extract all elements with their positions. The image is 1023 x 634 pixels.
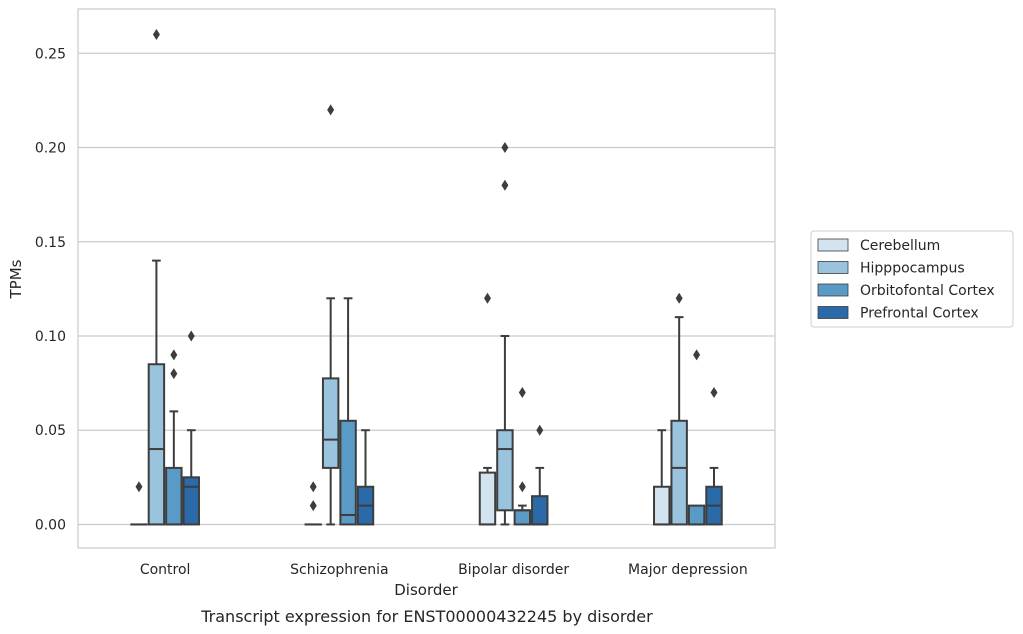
box-body: [478, 471, 497, 526]
plot-frame: [77, 8, 776, 549]
x-tick-label: Major depression: [628, 562, 748, 578]
box-body: [496, 429, 514, 512]
box-cerebellum: [478, 292, 497, 526]
box-body: [182, 476, 200, 526]
outlier-point: [501, 179, 509, 191]
y-tick-labels: 0.00 0.05 0.10 0.15 0.20 0.25: [35, 46, 66, 533]
box-hipppocampus: [496, 142, 514, 526]
box-layer: [130, 28, 723, 526]
legend-label: Prefrontal Cortex: [860, 306, 979, 322]
y-tick-label: 0.00: [35, 517, 66, 533]
y-tick-label: 0.25: [35, 46, 66, 62]
outlier-point: [483, 292, 491, 304]
figure-caption: Transcript expression for ENST0000043224…: [200, 607, 653, 626]
box-prefrontal-cortex: [356, 429, 375, 526]
box-hipppocampus: [670, 292, 688, 526]
legend-label: Cerebellum: [860, 238, 940, 254]
y-tick-label: 0.10: [35, 329, 66, 345]
y-tick-label: 0.15: [35, 235, 66, 251]
outlier-point: [309, 481, 317, 493]
box-body: [339, 419, 357, 526]
outlier-point: [309, 500, 317, 512]
box-hipppocampus: [147, 28, 166, 526]
outlier-point: [170, 368, 178, 380]
box-orbitofontal-cortex: [339, 297, 357, 526]
plot-area: [78, 9, 775, 548]
legend-swatch: [817, 306, 849, 319]
outlier-point: [135, 481, 143, 493]
box-prefrontal-cortex: [705, 387, 723, 526]
legend-swatch: [817, 261, 849, 274]
x-tick-label: Schizophrenia: [290, 562, 388, 578]
y-tick-label: 0.05: [35, 423, 66, 439]
box-cerebellum: [653, 429, 671, 526]
legend-swatch: [817, 238, 849, 252]
legend-swatch: [817, 283, 849, 297]
legend-label: Hipppocampus: [860, 261, 965, 277]
box-orbitofontal-cortex: [165, 349, 183, 526]
box-body: [687, 504, 706, 526]
outlier-point: [536, 424, 544, 436]
outlier-point: [187, 330, 195, 342]
box-body: [321, 377, 340, 469]
y-tick-label: 0.20: [35, 141, 66, 157]
box-body: [165, 466, 183, 526]
outlier-point: [518, 481, 526, 493]
box-cerebellum: [304, 481, 322, 526]
outlier-point: [170, 349, 178, 361]
x-axis-label: Disorder: [394, 581, 458, 599]
outlier-point: [693, 349, 701, 361]
box-body: [653, 485, 671, 526]
box-orbitofontal-cortex: [513, 387, 532, 526]
box-orbitofontal-cortex: [687, 349, 706, 526]
outlier-point: [501, 142, 509, 154]
box-cerebellum: [130, 481, 148, 526]
outlier-point: [710, 387, 718, 399]
box-body: [670, 419, 688, 526]
x-tick-label: Bipolar disorder: [458, 562, 569, 578]
x-tick-label: Control: [140, 562, 191, 578]
legend-label: Orbitofontal Cortex: [860, 283, 995, 299]
y-axis-label: TPMs: [7, 259, 25, 299]
outlier-point: [675, 292, 683, 304]
outlier-point: [518, 387, 526, 399]
x-tick-labels: Control Schizophrenia Bipolar disorder Majo…: [140, 562, 748, 578]
box-body: [513, 509, 532, 526]
box-prefrontal-cortex: [182, 330, 200, 526]
legend: Cerebellum Hipppocampus Orbitofontal Corte…: [810, 230, 1014, 328]
box-body: [531, 495, 549, 526]
box-prefrontal-cortex: [531, 424, 549, 526]
outlier-point: [152, 28, 160, 40]
outlier-point: [327, 104, 335, 116]
legend-frame: [810, 230, 1014, 328]
box-hipppocampus: [321, 104, 340, 526]
box-body: [147, 363, 166, 526]
